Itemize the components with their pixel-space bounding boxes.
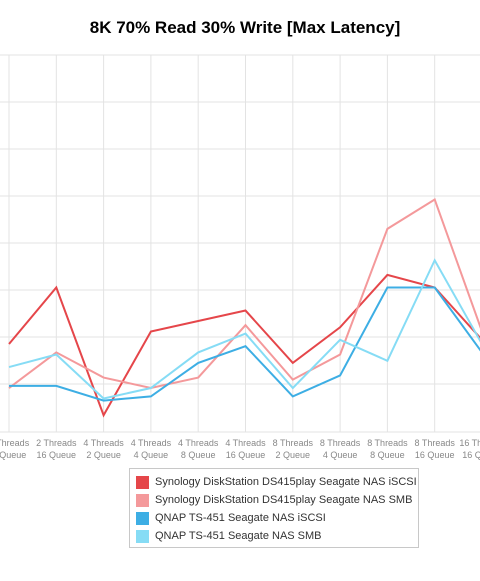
legend-swatch (136, 475, 149, 489)
legend-swatch (136, 493, 149, 507)
x-tick-label: 2 Queue (276, 450, 311, 460)
legend-label: QNAP TS-451 Seagate NAS iSCSI (155, 512, 326, 524)
x-tick-label: 8 Threads (367, 438, 408, 448)
legend-item: QNAP TS-451 Seagate NAS SMB (136, 527, 412, 545)
line-chart: 1 Threads 1 Queue 2 Threads 16 Queue 4 Threa… (0, 54, 480, 460)
x-tick-label: 4 Queue (134, 450, 169, 460)
legend-item: Synology DiskStation DS415play Seagate N… (136, 473, 417, 491)
x-tick-label: 4 Threads (178, 438, 219, 448)
x-tick-label: 2 Threads (36, 438, 77, 448)
x-tick-label: 16 Threads (459, 438, 480, 448)
x-tick-label: 1 Queue (0, 450, 26, 460)
x-tick-label: 8 Threads (415, 438, 456, 448)
x-tick-label: 4 Threads (225, 438, 266, 448)
series-line (8, 273, 480, 418)
legend-item: Synology DiskStation DS415play Seagate N… (136, 491, 412, 509)
legend-label: Synology DiskStation DS415play Seagate N… (155, 476, 417, 488)
x-tick-label: 16 Queue (415, 450, 455, 460)
x-axis-tick-labels: 1 Threads 1 Queue 2 Threads 16 Queue 4 Threa… (0, 438, 480, 460)
chart-title: 8K 70% Read 30% Write [Max Latency] (89, 18, 401, 37)
legend-item: QNAP TS-451 Seagate NAS iSCSI (136, 509, 412, 527)
legend-swatch (136, 529, 149, 543)
x-tick-label: 4 Threads (83, 438, 124, 448)
x-tick-label: 8 Queue (181, 450, 216, 460)
series-line (8, 258, 480, 400)
series-line (8, 198, 480, 390)
x-tick-label: 16 Queue (462, 450, 480, 460)
x-tick-label: 16 Queue (226, 450, 266, 460)
x-tick-label: 8 Queue (370, 450, 405, 460)
x-tick-label: 2 Queue (86, 450, 121, 460)
grid-lines (0, 54, 480, 433)
legend-label: QNAP TS-451 Seagate NAS SMB (155, 530, 322, 542)
x-tick-label: 16 Queue (37, 450, 77, 460)
legend-swatch (136, 511, 149, 525)
x-tick-label: 8 Threads (273, 438, 314, 448)
x-tick-label: 4 Threads (131, 438, 172, 448)
series-line (9, 286, 480, 402)
x-tick-label: 4 Queue (323, 450, 358, 460)
x-tick-label: 1 Threads (0, 438, 30, 448)
x-tick-label: 8 Threads (320, 438, 361, 448)
series-lines (8, 198, 480, 418)
legend: Synology DiskStation DS415play Seagate N… (129, 468, 419, 548)
legend-label: Synology DiskStation DS415play Seagate N… (155, 494, 413, 506)
